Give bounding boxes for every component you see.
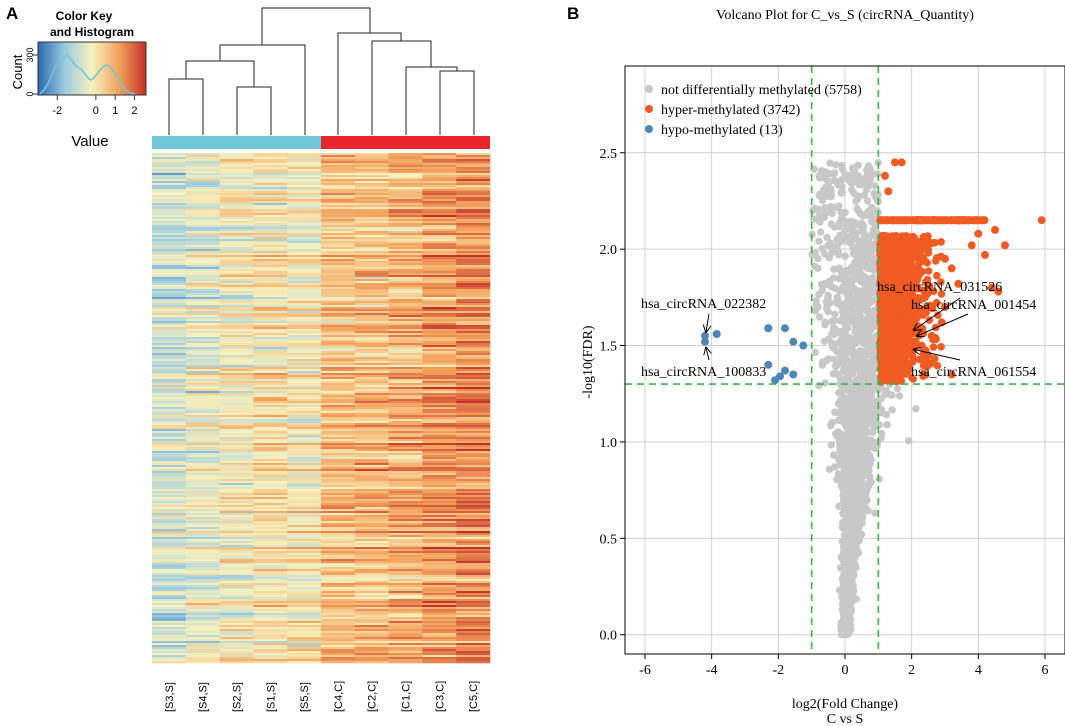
series-hyper — [876, 158, 1046, 386]
volcano-ylabel: -log10(FDR) — [581, 325, 596, 398]
heatmap-column-label: [S3,S] — [164, 682, 176, 712]
y-tick-label: 0.5 — [600, 532, 618, 547]
heatmap-column-label: [S2,S] — [232, 682, 244, 712]
color-key-ytick-label: 0 — [25, 91, 35, 96]
heatmap-column — [185, 153, 220, 664]
color-key-xticks: -2 0 1 2 — [52, 95, 137, 117]
annotation-label: hsa_circRNA_022382 — [641, 297, 766, 312]
heatmap-column-label: [S5,S] — [299, 682, 311, 712]
legend-label: not differentially methylated (5758) — [661, 83, 862, 98]
heatmap-column-label: [C3,C] — [434, 681, 446, 712]
color-key-title-line1: Color Key — [56, 9, 113, 23]
group-bar-s — [152, 136, 321, 149]
legend-marker — [645, 105, 653, 113]
group-bar-c — [321, 136, 490, 149]
color-key-ylabel: Count — [10, 54, 25, 89]
heatmap-column-label: [C2,C] — [367, 681, 379, 712]
x-tick-label: 2 — [908, 663, 915, 678]
panel-label-b: B — [567, 4, 579, 23]
color-key-ytick-label: 300 — [25, 47, 35, 62]
series-hypo — [701, 324, 808, 385]
annotation-label: hsa_circRNA_061554 — [911, 365, 1036, 380]
annotation-label: hsa_circRNA_001454 — [911, 298, 1036, 313]
heatmap-column — [422, 153, 457, 664]
legend-label: hyper-methylated (3742) — [661, 103, 801, 118]
heatmap-column — [152, 153, 187, 664]
color-key-bar — [37, 41, 147, 96]
heatmap-column-label: [C1,C] — [401, 681, 413, 712]
color-key: Color Key and Histogram Count 0 300 -2 0 1 2… — [10, 9, 147, 150]
color-key-yticks: 0 300 — [25, 47, 38, 97]
annotation-label: hsa_circRNA_100833 — [641, 365, 766, 380]
annotation-arrow — [917, 313, 969, 336]
y-tick-label: 2.0 — [600, 243, 618, 258]
column-dendrogram — [168, 7, 475, 135]
heatmap-column-label: [S1,S] — [265, 682, 277, 712]
x-tick-label: -4 — [706, 663, 718, 678]
color-key-xtick-label: 0 — [93, 105, 99, 117]
volcano-xlabel2: C vs S — [827, 712, 864, 726]
heatmap-column — [354, 153, 389, 664]
heatmap-column-label: [C5,C] — [468, 681, 480, 712]
heatmap-column-label: [S4,S] — [198, 682, 210, 712]
heatmap-column — [388, 153, 423, 664]
x-tick-label: -2 — [772, 663, 784, 678]
volcano-xlabel: log2(Fold Change) — [792, 697, 898, 712]
color-key-xtick-label: 1 — [112, 105, 118, 117]
color-key-xlabel: Value — [71, 133, 108, 150]
color-key-title-line2: and Histogram — [50, 25, 134, 39]
legend-marker — [645, 125, 653, 133]
annotation-arrow — [706, 313, 709, 332]
heatmap-column — [456, 153, 491, 664]
heatmap-column-label: [C4,C] — [333, 681, 345, 712]
heatmap-panel: Color Key and Histogram Count 0 300 -2 0 1 2… — [10, 7, 491, 712]
x-tick-label: 6 — [1042, 663, 1049, 678]
legend: not differentially methylated (5758) hype… — [645, 83, 862, 138]
annotation-arrow — [914, 349, 961, 361]
y-tick-label: 0.0 — [600, 629, 618, 644]
heatmap-column — [321, 153, 356, 664]
heatmap-column — [253, 153, 288, 664]
x-tick-label: 0 — [842, 663, 849, 678]
annotations: hsa_circRNA_022382 hsa_circRNA_100833 hsa_… — [641, 280, 1036, 380]
legend-label: hypo-methylated (13) — [661, 123, 783, 138]
y-tick-label: 2.5 — [600, 147, 618, 162]
color-key-histogram — [39, 53, 136, 95]
volcano-panel: Volcano Plot for C_vs_S (circRNA_Quantit… — [581, 8, 1065, 726]
heatmap-cells — [152, 153, 491, 664]
volcano-axes: -6 -4 -2 0 2 4 6 0.0 0.5 1.0 1.5 2.0 2.5 — [600, 147, 1049, 678]
y-tick-label: 1.5 — [600, 340, 618, 355]
x-tick-label: -6 — [639, 663, 651, 678]
threshold-lines — [625, 66, 1065, 654]
color-key-xtick-label: -2 — [52, 105, 62, 117]
annotation-arrow — [706, 348, 709, 361]
heatmap-column — [287, 153, 322, 664]
annotation-arrow — [914, 297, 961, 330]
panel-label-a: A — [6, 4, 18, 23]
heatmap-column-labels: [S3,S] [S4,S] [S2,S] [S1,S] [S5,S] [C4,C] [C2,… — [164, 681, 480, 712]
volcano-points — [701, 158, 1046, 639]
color-key-xtick-label: 2 — [131, 105, 137, 117]
legend-marker — [645, 85, 653, 93]
heatmap-column — [219, 153, 254, 664]
y-tick-label: 1.0 — [600, 436, 618, 451]
volcano-title: Volcano Plot for C_vs_S (circRNA_Quantit… — [716, 8, 974, 23]
x-tick-label: 4 — [975, 663, 982, 678]
annotation-label: hsa_circRNA_031526 — [877, 280, 1002, 295]
series-not-differential — [808, 159, 920, 639]
